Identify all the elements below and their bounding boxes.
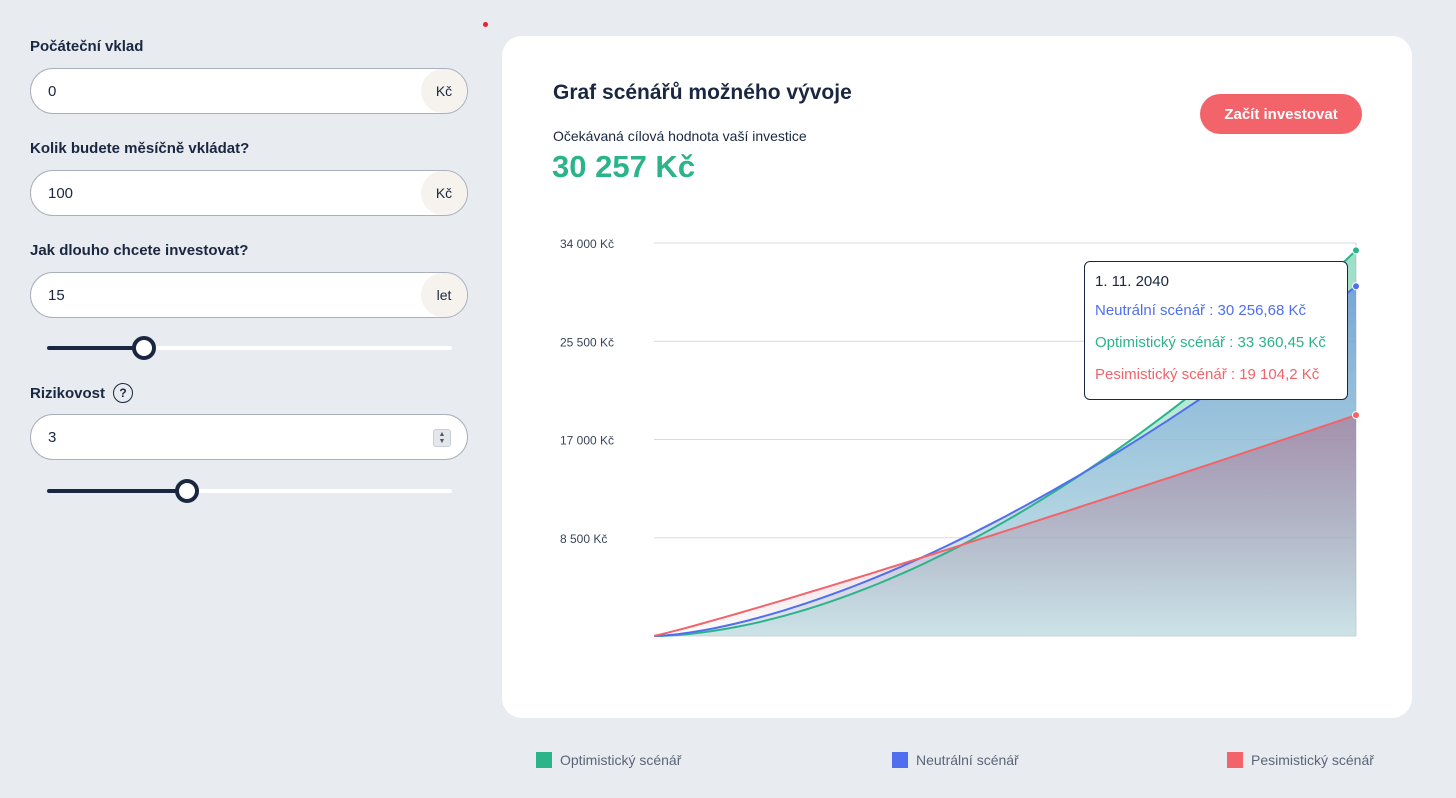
monthly-deposit-input[interactable] bbox=[48, 171, 408, 215]
risk-slider[interactable] bbox=[47, 479, 452, 503]
initial-deposit-input[interactable] bbox=[48, 69, 408, 113]
line-pessimistic bbox=[653, 414, 1357, 637]
legend-swatch bbox=[892, 752, 908, 768]
monthly-deposit-label: Kolik budete měsíčně vkládat? bbox=[30, 140, 250, 157]
y-tick-label: 34 000 Kč bbox=[560, 237, 614, 251]
initial-deposit-field[interactable]: Kč bbox=[30, 68, 468, 114]
initial-deposit-label: Počáteční vklad bbox=[30, 38, 144, 55]
endpoint-optimistic[interactable] bbox=[1352, 246, 1360, 255]
years-unit: let bbox=[421, 273, 467, 317]
currency-unit: Kč bbox=[421, 69, 467, 113]
duration-field[interactable]: let bbox=[30, 272, 468, 318]
legend-swatch bbox=[536, 752, 552, 768]
y-tick-label: 25 500 Kč bbox=[560, 335, 614, 349]
slider-fill bbox=[47, 346, 145, 350]
chart-tooltip: 1. 11. 2040 Neutrální scénář : 30 256,68… bbox=[1084, 261, 1348, 400]
slider-track[interactable] bbox=[47, 489, 452, 493]
risk-label: Rizikovost bbox=[30, 384, 106, 402]
endpoint-pessimistic[interactable] bbox=[1352, 411, 1360, 420]
legend-label: Pesimistický scénář bbox=[1251, 752, 1374, 768]
duration-label: Jak dlouho chcete investovat? bbox=[30, 242, 249, 259]
legend-pessimistic[interactable]: Pesimistický scénář bbox=[1227, 752, 1374, 768]
legend-swatch bbox=[1227, 752, 1243, 768]
red-indicator-dot bbox=[483, 22, 488, 27]
legend-neutral[interactable]: Neutrální scénář bbox=[892, 752, 1019, 768]
risk-input[interactable] bbox=[48, 415, 408, 459]
legend-label: Neutrální scénář bbox=[916, 752, 1019, 768]
currency-unit: Kč bbox=[421, 171, 467, 215]
expected-value-caption: Očekávaná cílová hodnota vaší investice bbox=[553, 128, 807, 144]
number-stepper[interactable]: ▲ ▼ bbox=[433, 429, 451, 447]
endpoint-neutral[interactable] bbox=[1352, 282, 1360, 291]
y-tick-label: 8 500 Kč bbox=[560, 532, 607, 546]
chevron-up-icon[interactable]: ▲ bbox=[438, 431, 446, 438]
y-tick-label: 17 000 Kč bbox=[560, 434, 614, 448]
tooltip-neutral: Neutrální scénář : 30 256,68 Kč bbox=[1095, 302, 1306, 319]
scenario-chart-card: Graf scénářů možného vývoje Očekávaná cí… bbox=[502, 36, 1412, 718]
question-bubble-icon[interactable]: ? bbox=[113, 383, 134, 403]
expected-value: 30 257 Kč bbox=[552, 149, 696, 184]
tooltip-optimistic: Optimistický scénář : 33 360,45 Kč bbox=[1095, 334, 1326, 351]
tooltip-date: 1. 11. 2040 bbox=[1095, 273, 1169, 290]
slider-track[interactable] bbox=[47, 346, 452, 350]
slider-thumb[interactable] bbox=[132, 336, 157, 360]
area-pessimistic bbox=[654, 415, 1356, 636]
start-investing-button[interactable]: Začít investovat bbox=[1200, 94, 1362, 134]
duration-slider[interactable] bbox=[47, 336, 452, 360]
slider-fill bbox=[47, 489, 187, 493]
legend-label: Optimistický scénář bbox=[560, 752, 682, 768]
chevron-down-icon[interactable]: ▼ bbox=[438, 438, 446, 445]
tooltip-pessimistic: Pesimistický scénář : 19 104,2 Kč bbox=[1095, 366, 1320, 383]
risk-label-row: Rizikovost ? bbox=[30, 383, 134, 403]
legend-optimistic[interactable]: Optimistický scénář bbox=[536, 752, 681, 768]
risk-field[interactable]: ▲ ▼ bbox=[30, 414, 468, 460]
card-title: Graf scénářů možného vývoje bbox=[553, 81, 852, 104]
slider-thumb[interactable] bbox=[174, 479, 199, 503]
monthly-deposit-field[interactable]: Kč bbox=[30, 170, 468, 216]
duration-input[interactable] bbox=[48, 273, 408, 317]
